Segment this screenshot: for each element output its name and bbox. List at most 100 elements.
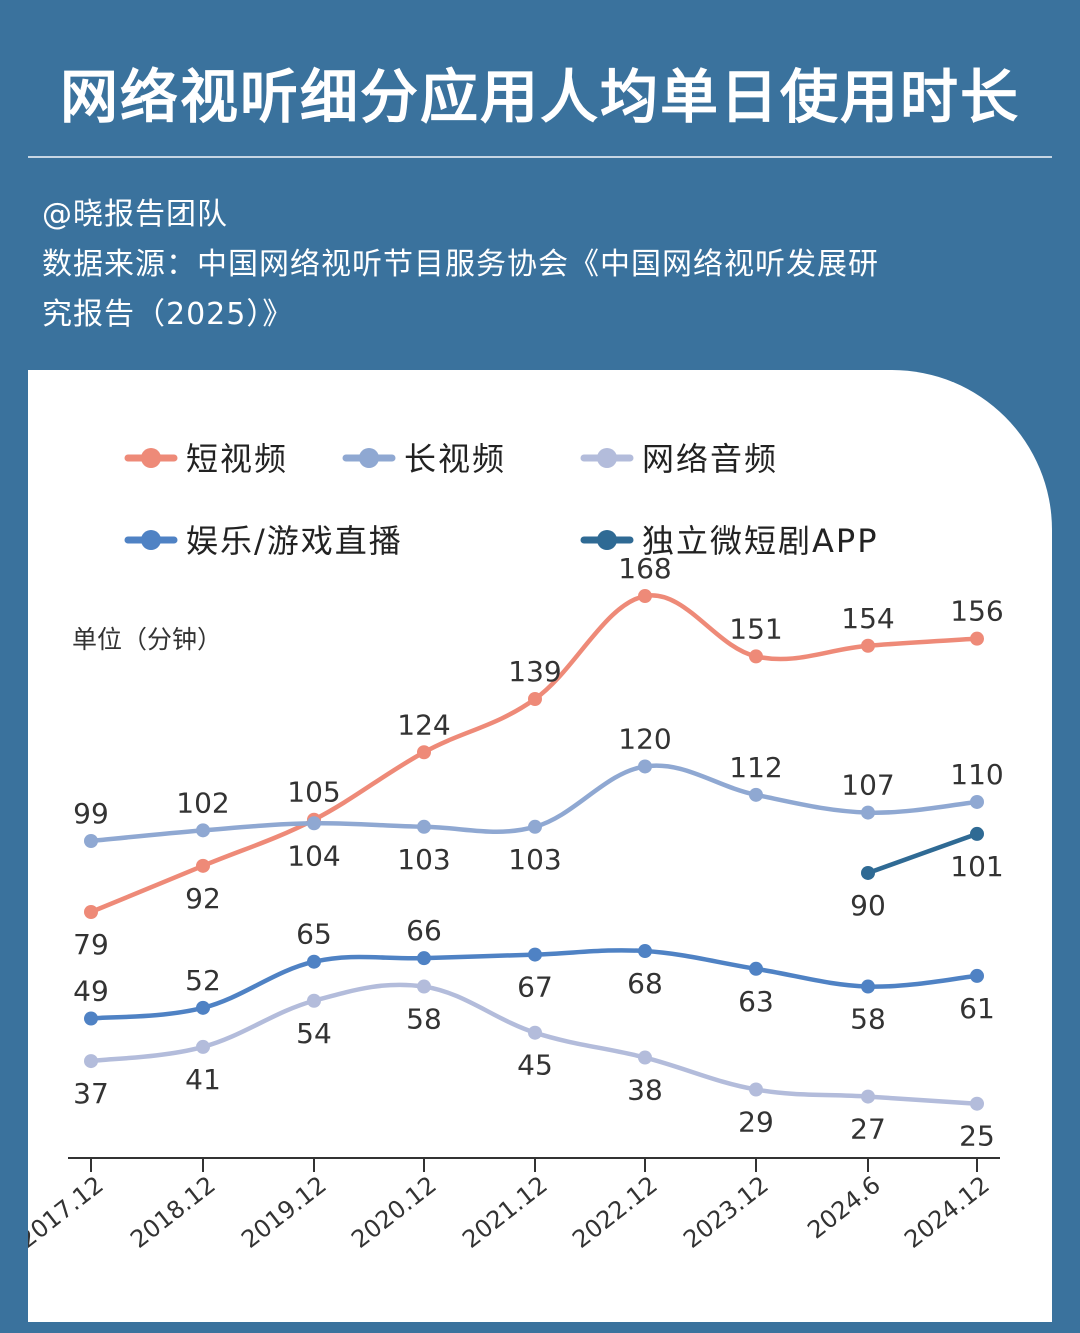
data-label: 103 [508, 843, 561, 876]
legend-label: 独立微短剧APP [642, 522, 879, 560]
legend-marker [141, 530, 161, 550]
series-line [867, 831, 978, 876]
data-point [528, 947, 542, 962]
source-line-1: 数据来源：中国网络视听节目服务协会《中国网络视听发展研 [42, 247, 879, 282]
data-label: 90 [850, 889, 886, 922]
unit-label: 单位（分钟） [72, 625, 222, 654]
x-tick-label: 2024.12 [899, 1171, 994, 1254]
data-point [970, 1096, 984, 1111]
data-point [84, 834, 98, 848]
legend-marker [597, 530, 617, 550]
data-point [749, 649, 763, 664]
data-point [749, 1082, 763, 1097]
data-point [970, 826, 984, 841]
data-label: 168 [618, 552, 671, 585]
data-label: 104 [287, 839, 340, 872]
data-label: 49 [73, 975, 109, 1008]
data-label: 107 [841, 769, 894, 802]
data-point [417, 979, 431, 994]
data-label: 105 [287, 776, 340, 809]
x-tick-label: 2018.12 [125, 1171, 220, 1254]
source-line-2: 究报告（2025）》 [42, 297, 294, 332]
x-tick-label: 2019.12 [236, 1171, 331, 1254]
data-label: 66 [406, 914, 442, 947]
x-tick-label: 2024.6 [802, 1171, 885, 1245]
data-label: 58 [850, 1003, 886, 1036]
x-tick-label: 2021.12 [457, 1171, 552, 1254]
data-label: 37 [73, 1077, 109, 1110]
data-label: 67 [517, 971, 553, 1004]
data-point [638, 944, 652, 959]
data-point [307, 816, 321, 831]
data-point [970, 794, 984, 809]
page-title: 网络视听细分应用人均单日使用时长 [59, 63, 1020, 131]
data-label: 120 [618, 722, 671, 755]
data-label: 102 [176, 786, 229, 819]
data-point [196, 858, 210, 873]
data-point [861, 979, 875, 994]
data-label: 63 [738, 985, 774, 1018]
data-label: 99 [73, 797, 109, 830]
data-point [749, 961, 763, 976]
legend-label: 网络音频 [642, 440, 778, 478]
data-point [196, 1039, 210, 1054]
data-label: 154 [841, 602, 894, 635]
data-point [84, 1054, 98, 1069]
data-label: 27 [850, 1113, 886, 1146]
legend-marker [597, 448, 617, 468]
x-tick-label: 2022.12 [567, 1171, 662, 1254]
data-point [84, 1011, 98, 1026]
data-point [196, 823, 210, 838]
data-point [861, 865, 875, 880]
data-label: 45 [517, 1049, 553, 1082]
data-point [861, 805, 875, 820]
data-label: 58 [406, 1003, 442, 1036]
legend-marker [141, 448, 161, 468]
legend-label: 长视频 [404, 440, 506, 478]
chart-card: 短视频 长视频 网络音频 娱乐/游戏直播 独立微短剧APP 单位（分钟） 2017.12 20… [28, 370, 1052, 1322]
data-point [970, 968, 984, 983]
data-label: 79 [73, 928, 109, 961]
author-credit: @晓报告团队 [42, 197, 228, 232]
legend-marker [359, 448, 379, 468]
legend-label: 短视频 [186, 440, 288, 478]
data-point [417, 745, 431, 760]
data-point [417, 951, 431, 966]
x-tick-label: 2023.12 [678, 1171, 773, 1254]
data-label: 65 [296, 918, 332, 951]
data-label: 68 [627, 967, 663, 1000]
data-point [749, 787, 763, 802]
data-label: 54 [296, 1017, 332, 1050]
data-point [196, 1000, 210, 1015]
legend-label: 娱乐/游戏直播 [186, 522, 403, 560]
data-point [528, 692, 542, 706]
data-label: 124 [397, 708, 450, 741]
data-point [861, 638, 875, 653]
data-point [528, 1025, 542, 1040]
data-label: 151 [729, 612, 782, 645]
data-point [638, 1050, 652, 1065]
data-label: 29 [738, 1106, 774, 1139]
data-label: 156 [950, 595, 1003, 628]
data-label: 110 [950, 758, 1003, 791]
data-point [861, 1089, 875, 1104]
data-point [417, 819, 431, 834]
data-label: 92 [185, 882, 221, 915]
data-point [528, 819, 542, 834]
title-divider [28, 156, 1052, 158]
data-label: 38 [627, 1074, 663, 1107]
data-point [638, 759, 652, 774]
x-tick-label: 2017.12 [28, 1171, 109, 1254]
data-point [970, 631, 984, 646]
data-label: 52 [185, 964, 221, 997]
data-point [307, 954, 321, 969]
data-label: 41 [185, 1063, 221, 1096]
data-point [638, 589, 652, 604]
x-tick-label: 2020.12 [346, 1171, 441, 1254]
data-point [307, 993, 321, 1008]
data-point [84, 905, 98, 919]
data-label: 61 [959, 992, 995, 1025]
data-label: 101 [950, 850, 1003, 883]
data-label: 139 [508, 655, 561, 688]
data-label: 112 [729, 751, 782, 784]
